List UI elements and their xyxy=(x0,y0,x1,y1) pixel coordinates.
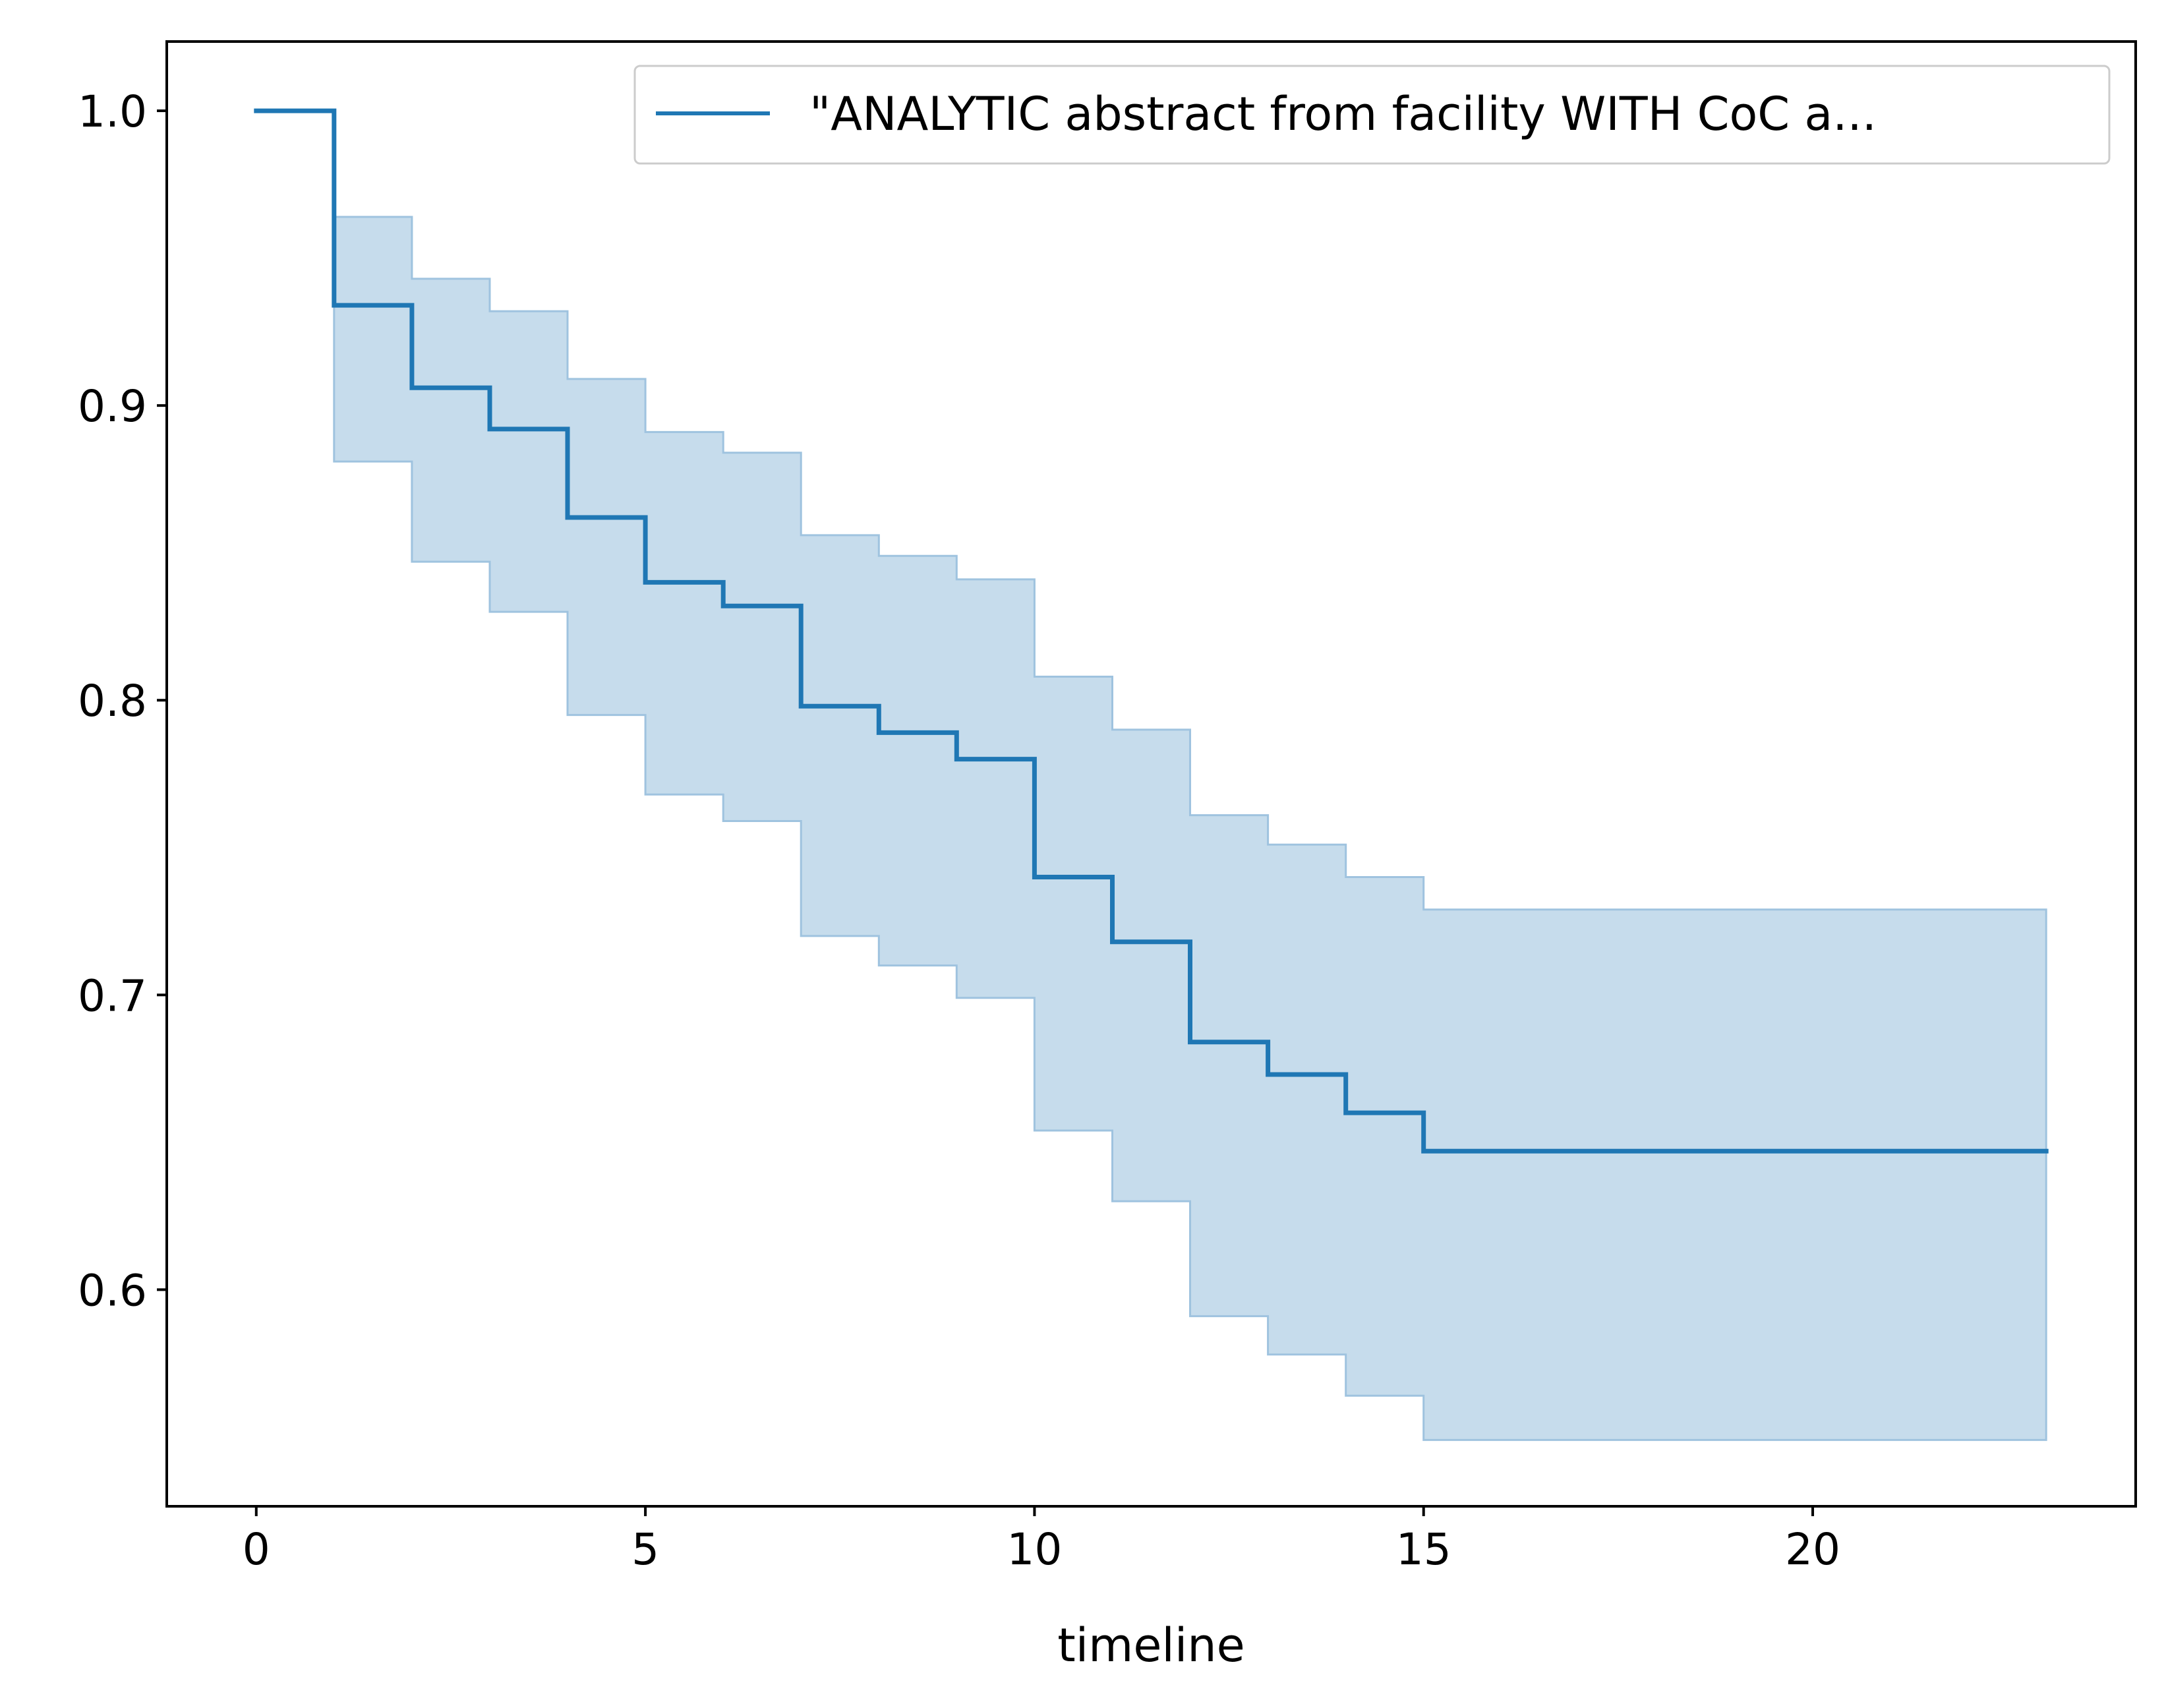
x-tick-label: 10 xyxy=(1007,1524,1062,1575)
y-tick-label: 0.7 xyxy=(78,970,147,1021)
survival-line xyxy=(254,108,2049,1154)
y-tick-label: 1.0 xyxy=(78,86,147,137)
x-tick-label: 5 xyxy=(631,1524,659,1575)
x-tick-label: 20 xyxy=(1785,1524,1840,1575)
legend-box xyxy=(633,65,2111,165)
y-axis-ticks: 0.6 0.7 0.8 0.9 1.0 xyxy=(78,86,167,1316)
plot-area-frame xyxy=(165,40,2137,1508)
y-tick-label: 0.6 xyxy=(78,1265,147,1316)
confidence-band xyxy=(256,109,2047,1441)
x-axis-label: timeline xyxy=(1057,1618,1244,1672)
x-tick-label: 0 xyxy=(243,1524,270,1575)
y-tick-label: 0.8 xyxy=(78,676,147,726)
survival-line-layer xyxy=(254,108,2049,1154)
confidence-band-layer xyxy=(256,109,2047,1441)
x-tick-label: 15 xyxy=(1396,1524,1451,1575)
legend-entry-label: "ANALYTIC abstract from facility WITH Co… xyxy=(809,87,1877,141)
legend: "ANALYTIC abstract from facility WITH Co… xyxy=(633,65,2111,165)
x-axis-ticks: 0 5 10 15 20 xyxy=(243,1506,1840,1575)
y-tick-label: 0.9 xyxy=(78,381,147,432)
